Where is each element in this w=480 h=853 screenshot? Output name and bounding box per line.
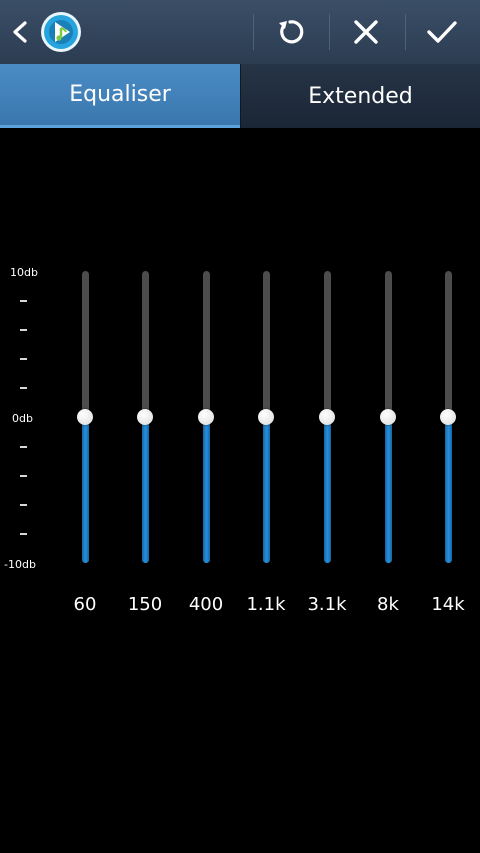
eq-slider-thumb[interactable] xyxy=(440,409,456,425)
action-divider xyxy=(253,14,254,50)
scale-tick xyxy=(20,446,27,448)
scale-min-label: -10db xyxy=(4,558,36,571)
scale-tick xyxy=(20,533,27,535)
scale-tick xyxy=(20,300,27,302)
eq-band-label: 400 xyxy=(188,594,224,615)
eq-band-label: 1.1k xyxy=(246,594,286,615)
cancel-button[interactable] xyxy=(330,0,402,64)
action-bar xyxy=(0,0,480,64)
action-divider xyxy=(405,14,406,50)
tab-extended[interactable]: Extended xyxy=(240,64,480,128)
eq-slider-fill xyxy=(81,417,89,563)
eq-band-label: 14k xyxy=(431,594,465,615)
eq-slider-fill xyxy=(141,417,149,563)
scale-tick xyxy=(20,358,27,360)
eq-slider-fill xyxy=(444,417,452,563)
check-icon xyxy=(427,21,457,43)
eq-slider-fill xyxy=(384,417,392,563)
eq-band-label: 150 xyxy=(127,594,163,615)
eq-slider-thumb[interactable] xyxy=(77,409,93,425)
scale-tick xyxy=(20,475,27,477)
done-button[interactable] xyxy=(406,0,478,64)
tab-equaliser[interactable]: Equaliser xyxy=(0,64,240,128)
action-divider xyxy=(329,14,330,50)
eq-band-label: 60 xyxy=(73,594,97,615)
scale-max-label: 10db xyxy=(10,266,38,279)
reset-button[interactable] xyxy=(254,0,326,64)
chevron-left-icon xyxy=(13,21,27,43)
eq-slider-thumb[interactable] xyxy=(380,409,396,425)
eq-band-label: 8k xyxy=(377,594,399,615)
scale-mid-label: 0db xyxy=(12,412,33,425)
tab-bar: Equaliser Extended xyxy=(0,64,480,128)
back-button[interactable] xyxy=(0,0,90,64)
music-player-logo-icon xyxy=(41,12,81,52)
eq-band-label: 3.1k xyxy=(307,594,347,615)
eq-slider-thumb[interactable] xyxy=(137,409,153,425)
tab-extended-label: Extended xyxy=(308,83,413,109)
eq-slider-thumb[interactable] xyxy=(319,409,335,425)
scale-tick xyxy=(20,387,27,389)
equaliser-panel: 10db 0db -10db 60 150 400 1.1k 3.1k 8k 14k xyxy=(0,128,480,853)
eq-slider-fill xyxy=(262,417,270,563)
scale-tick xyxy=(20,329,27,331)
eq-slider-thumb[interactable] xyxy=(198,409,214,425)
rotate-ccw-icon xyxy=(279,20,304,44)
eq-slider-fill xyxy=(323,417,331,563)
close-icon xyxy=(354,20,378,44)
scale-tick xyxy=(20,504,27,506)
tab-equaliser-label: Equaliser xyxy=(69,82,171,107)
eq-slider-thumb[interactable] xyxy=(258,409,274,425)
eq-slider-fill xyxy=(202,417,210,563)
